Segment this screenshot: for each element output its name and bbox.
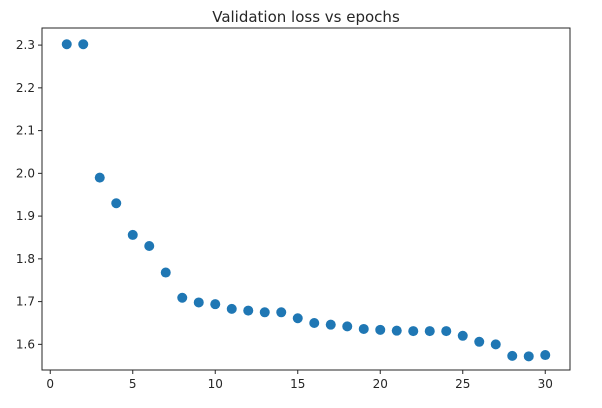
y-tick-label: 2.2: [16, 81, 35, 95]
plot-area: [41, 27, 571, 371]
data-point: [111, 198, 122, 209]
data-point: [61, 39, 72, 50]
x-tick-label: 20: [373, 377, 388, 391]
data-point: [490, 339, 501, 350]
data-point: [276, 307, 287, 318]
y-tick-label: 1.6: [16, 337, 35, 351]
data-point: [144, 241, 155, 252]
data-point: [94, 172, 105, 183]
data-point: [457, 330, 468, 341]
plot-frame: [41, 27, 571, 371]
x-tick-label: 15: [290, 377, 305, 391]
data-point: [441, 326, 452, 337]
data-point: [358, 323, 369, 334]
data-point: [309, 317, 320, 328]
data-point: [210, 299, 221, 310]
data-point: [540, 350, 551, 361]
y-tick-label: 1.7: [16, 295, 35, 309]
data-point: [127, 229, 138, 240]
x-axis: 0 5 10 15 20 25 30: [46, 370, 553, 391]
data-point: [160, 267, 171, 278]
y-tick-label: 2.1: [16, 124, 35, 138]
y-axis: 1.6 1.7 1.8 1.9 2.0 2.1 2.2 2.3: [16, 38, 42, 351]
x-tick-label: 5: [129, 377, 137, 391]
data-point: [78, 39, 89, 50]
x-tick-label: 25: [455, 377, 470, 391]
data-point: [375, 324, 386, 335]
data-point: [226, 303, 237, 314]
data-point: [243, 305, 254, 316]
data-point: [408, 326, 419, 337]
y-tick-label: 1.9: [16, 209, 35, 223]
data-point: [292, 313, 303, 324]
data-point: [193, 297, 204, 308]
y-tick-label: 2.0: [16, 166, 35, 180]
data-point: [177, 292, 188, 303]
data-point: [342, 321, 353, 332]
data-point: [523, 351, 534, 362]
data-point: [474, 336, 485, 347]
chart-title: Validation loss vs epochs: [212, 8, 400, 26]
data-point: [391, 325, 402, 336]
data-point: [507, 350, 518, 361]
data-point: [325, 319, 336, 330]
x-tick-label: 0: [46, 377, 54, 391]
y-tick-label: 1.8: [16, 252, 35, 266]
data-point: [259, 307, 270, 318]
x-tick-label: 10: [208, 377, 223, 391]
data-point: [424, 326, 435, 337]
y-tick-label: 2.3: [16, 38, 35, 52]
x-tick-label: 30: [538, 377, 553, 391]
data-points: [61, 39, 551, 362]
